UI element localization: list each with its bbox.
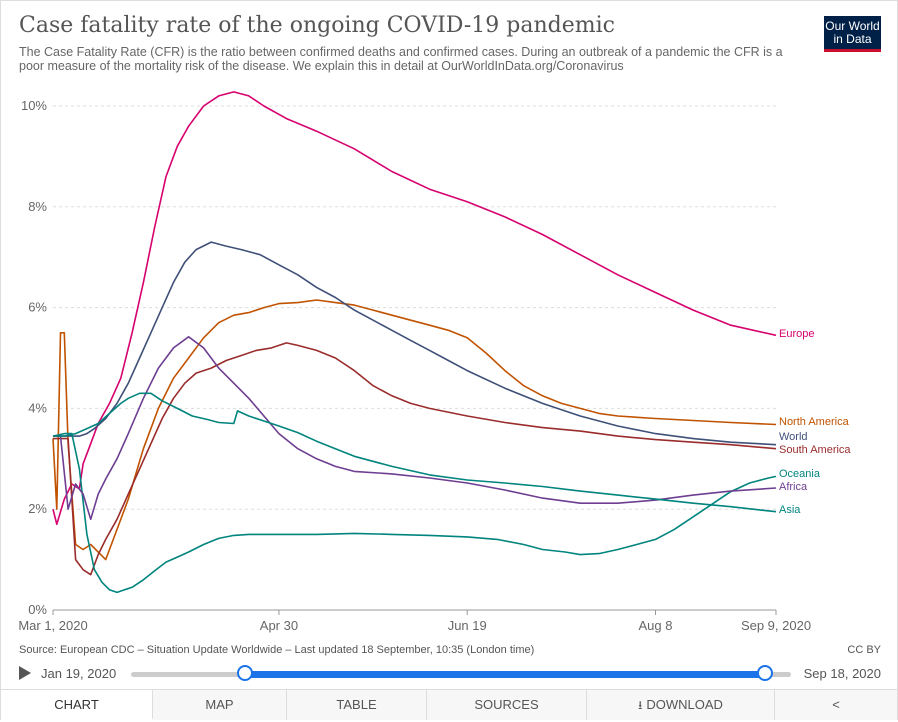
play-icon[interactable]	[19, 666, 31, 680]
series-label[interactable]: Africa	[779, 481, 808, 493]
timeline-bar: Jan 19, 2020 Sep 18, 2020	[19, 661, 881, 687]
x-tick-label: Mar 1, 2020	[18, 618, 87, 633]
timeline-start-handle[interactable]	[237, 665, 253, 681]
tab-chart-label: CHART	[54, 697, 99, 712]
tab-sources-label: SOURCES	[474, 697, 539, 712]
tab-table-label: TABLE	[336, 697, 377, 712]
timeline-start-label: Jan 19, 2020	[41, 666, 117, 681]
y-tick-label: 6%	[28, 300, 47, 315]
series-label[interactable]: Oceania	[779, 468, 821, 480]
series-label[interactable]: North America	[779, 416, 850, 428]
y-tick-label: 8%	[28, 199, 47, 214]
series-line-oceania[interactable]	[52, 432, 777, 594]
x-tick-label: Jun 19	[448, 618, 487, 633]
tab-bar: CHART MAP TABLE SOURCES ⭳ DOWNLOAD <	[1, 689, 898, 722]
y-tick-label: 4%	[28, 400, 47, 415]
x-tick-label: Sep 9, 2020	[741, 618, 811, 633]
tab-download[interactable]: ⭳ DOWNLOAD	[587, 690, 775, 720]
logo-line-2: in Data	[833, 32, 872, 46]
grid-layer	[53, 105, 776, 510]
series-label[interactable]: Asia	[779, 504, 801, 516]
share-button[interactable]: <	[775, 690, 897, 720]
timeline-end-handle[interactable]	[757, 665, 773, 681]
series-line-south-america[interactable]	[53, 342, 777, 576]
page-title: Case fatality rate of the ongoing COVID-…	[19, 13, 615, 38]
tab-chart[interactable]: CHART	[1, 690, 153, 720]
line-chart[interactable]: 0% 2% 4% 6% 8% 10% Mar 1, 2020 Apr 30 Jun 19 Aug …	[1, 81, 898, 641]
source-note: Source: European CDC – Situation Update …	[19, 644, 535, 656]
timeline-selected-range	[245, 671, 765, 678]
owid-logo[interactable]: Our World in Data	[824, 16, 881, 52]
series-line-africa[interactable]	[53, 336, 777, 521]
series-label[interactable]: World	[779, 431, 808, 443]
tab-download-label: DOWNLOAD	[646, 697, 723, 712]
download-icon: ⭳	[638, 698, 643, 712]
license-link[interactable]: CC BY	[847, 644, 881, 656]
tab-sources[interactable]: SOURCES	[427, 690, 587, 720]
tab-map-label: MAP	[205, 697, 234, 712]
series-layer	[52, 91, 777, 594]
series-line-north-america[interactable]	[52, 299, 777, 561]
x-tick-label: Apr 30	[260, 618, 298, 633]
y-tick-label: 2%	[28, 501, 47, 516]
y-tick-label: 0%	[28, 602, 47, 617]
series-label[interactable]: South America	[779, 444, 851, 456]
y-tick-label: 10%	[21, 98, 47, 113]
tab-map[interactable]: MAP	[153, 690, 287, 720]
series-line-world[interactable]	[53, 241, 777, 446]
tab-table[interactable]: TABLE	[287, 690, 427, 720]
timeline-end-label: Sep 18, 2020	[803, 666, 881, 681]
series-label[interactable]: Europe	[779, 328, 814, 340]
x-tick-label: Aug 8	[639, 618, 673, 633]
logo-line-1: Our World	[825, 19, 880, 33]
share-icon: <	[832, 697, 840, 712]
chart-subtitle: The Case Fatality Rate (CFR) is the rati…	[19, 45, 783, 73]
series-line-asia[interactable]	[53, 392, 777, 513]
series-line-europe[interactable]	[52, 91, 777, 526]
axis-layer: 0% 2% 4% 6% 8% 10% Mar 1, 2020 Apr 30 Jun 19 Aug …	[18, 98, 811, 633]
